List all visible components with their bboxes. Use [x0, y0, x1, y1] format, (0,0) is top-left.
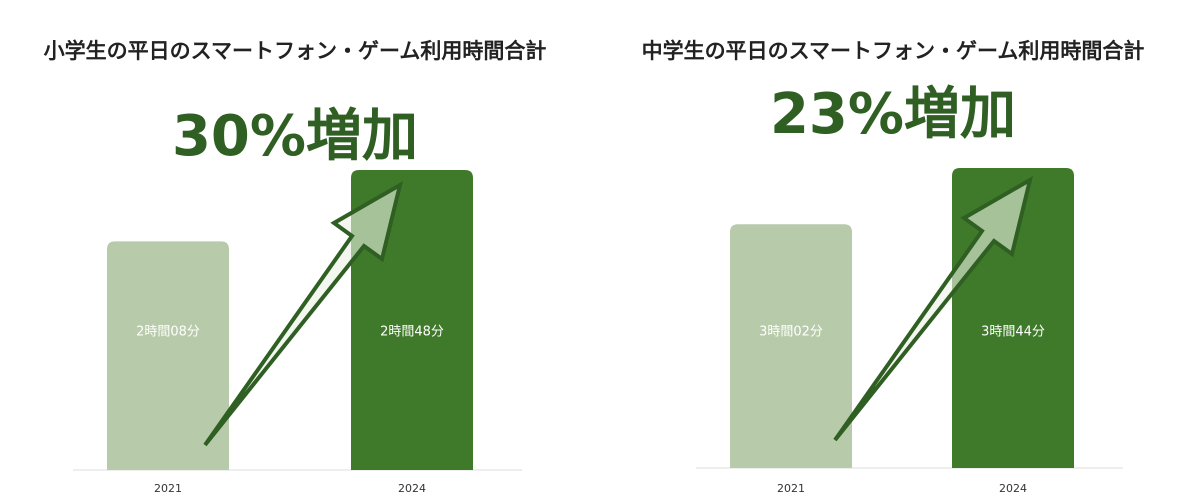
category-label: 2021 [154, 482, 182, 495]
annotation: 30%増加 [172, 104, 418, 169]
bar [107, 241, 229, 470]
chart-title: 小学生の平日のスマートフォン・ゲーム利用時間合計 [44, 39, 547, 63]
category-label: 2021 [777, 482, 805, 495]
bar [730, 224, 852, 468]
arrow [833, 175, 1034, 442]
annotation: 23%増加 [770, 82, 1016, 147]
arrow-group [833, 175, 1034, 442]
value-label: 3時間44分 [981, 325, 1045, 340]
category-label: 2024 [999, 482, 1027, 495]
value-label: 2時間08分 [136, 325, 200, 340]
arrow [203, 180, 404, 447]
category-label: 2024 [398, 482, 426, 495]
value-label: 2時間48分 [380, 325, 444, 340]
value-label: 3時間02分 [759, 325, 823, 340]
chart-title: 中学生の平日のスマートフォン・ゲーム利用時間合計 [642, 39, 1145, 63]
